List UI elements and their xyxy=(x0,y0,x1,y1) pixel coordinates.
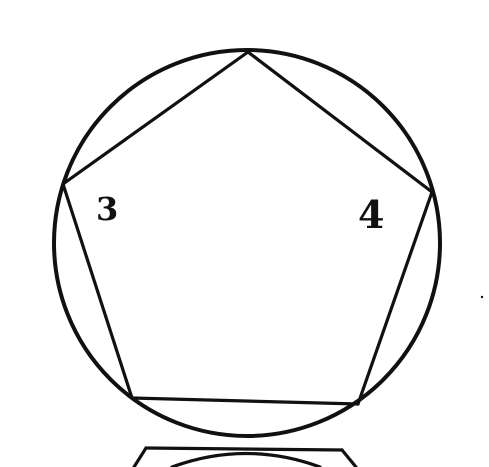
next-figure-fragment xyxy=(132,446,358,467)
fragment-top-edge xyxy=(144,446,344,452)
pentagon-side-bottom xyxy=(130,396,360,406)
fragment-arc xyxy=(170,451,322,467)
circumscribed-circle xyxy=(52,48,442,438)
ink-speck xyxy=(480,295,484,299)
label-vertex-3: 3 xyxy=(96,190,118,228)
label-vertex-4: 4 xyxy=(358,192,384,237)
fragment-left-edge xyxy=(132,446,148,467)
pentagon-side-left xyxy=(61,182,134,400)
inscribed-pentagon xyxy=(61,50,434,406)
pentagon-side-right xyxy=(356,190,434,406)
pentagon-side-top-left xyxy=(61,50,250,186)
fragment-right-edge xyxy=(340,448,358,467)
pentagon-side-top-right xyxy=(246,50,434,194)
